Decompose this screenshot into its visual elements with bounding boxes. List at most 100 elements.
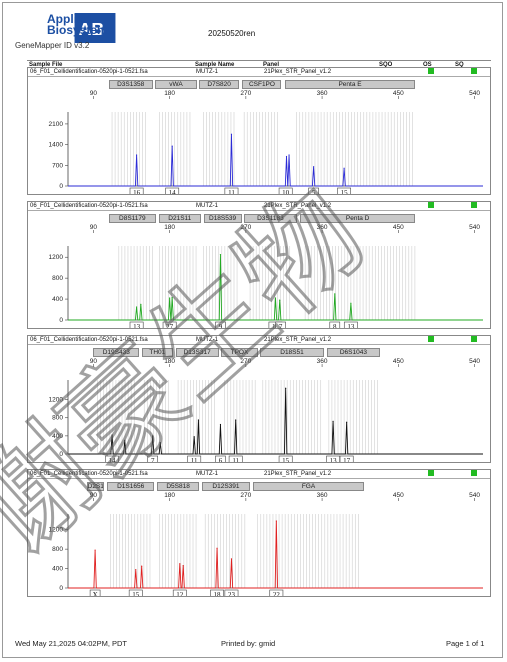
- electropherogram-panel: 06_F01_Cellidentification-0520pi-1-0521.…: [27, 335, 491, 463]
- electropherogram-chart: 9018027036045054004008001200131527289177…: [49, 224, 483, 328]
- x-tick-label: 180: [164, 492, 175, 499]
- electropherogram-panel: 06_F01_Cellidentification-0520pi-1-0521.…: [27, 201, 491, 329]
- peak-mark: [219, 423, 222, 426]
- y-tick-label: 800: [52, 546, 63, 553]
- allele-label-box: [224, 589, 239, 596]
- col-os: OS: [423, 62, 432, 68]
- marker-label: D3S1358: [108, 80, 153, 89]
- sample-row: 06_F01_Cellidentification-0520pi-1-0521.…: [28, 68, 490, 77]
- x-tick-label: 180: [164, 224, 175, 231]
- allele-label: 15: [341, 189, 349, 194]
- allele-label-box: [210, 589, 224, 596]
- allele-label-box: [128, 589, 143, 596]
- x-tick-label: 360: [317, 90, 328, 97]
- allele-label-box: [275, 321, 286, 328]
- allele-label: 13: [330, 457, 338, 462]
- peak-mark: [350, 302, 352, 304]
- peak-mark: [182, 565, 184, 567]
- sq-status-icon: [471, 202, 477, 208]
- y-tick-label: 0: [59, 317, 63, 324]
- peak-mark: [136, 154, 138, 156]
- allele-label-box: [165, 187, 180, 194]
- x-tick-label: 270: [240, 90, 251, 97]
- peak-mark: [334, 293, 336, 295]
- y-tick-label: 700: [52, 162, 63, 169]
- peak-mark: [343, 167, 345, 169]
- sample-name: MUTZ-1: [196, 337, 218, 343]
- y-tick-label: 1200: [49, 397, 64, 404]
- sample-file: 06_F01_Cellidentification-0520pi-1-0521.…: [30, 337, 148, 343]
- x-tick-label: 90: [90, 90, 98, 97]
- logo-wordmark: Applied Biosystems: [47, 13, 114, 36]
- y-tick-label: 2100: [49, 121, 64, 128]
- peak-mark: [159, 442, 161, 444]
- peak-mark: [216, 547, 218, 549]
- allele-label-box: [129, 187, 144, 194]
- marker-label: D7S820: [199, 80, 240, 89]
- col-sq: SQ: [455, 62, 464, 68]
- allele-label-box: [337, 187, 352, 194]
- allele-label-box: [187, 455, 202, 462]
- marker-label: TH01: [141, 348, 173, 357]
- x-tick-label: 450: [393, 358, 404, 365]
- print-date: Wed May 21,2025 04:02PM, PDT: [15, 639, 128, 648]
- peak-mark: [136, 306, 138, 308]
- x-tick-label: 540: [469, 358, 480, 365]
- electropherogram-chart: 9018027036045054007001400210016141110115…: [49, 90, 483, 194]
- x-tick-label: 360: [317, 492, 328, 499]
- allele-label: 15: [282, 457, 290, 462]
- marker-label: D19S433: [93, 348, 140, 357]
- os-status-icon: [428, 336, 434, 342]
- run-title: 20250520ren: [208, 29, 256, 38]
- marker-label: D2S1338: [86, 482, 105, 491]
- os-status-icon: [428, 202, 434, 208]
- applied-biosystems-logo-icon: AB: [74, 13, 116, 43]
- trace-line: [68, 388, 483, 455]
- allele-label: 5: [312, 189, 316, 194]
- allele-label-box: [269, 589, 284, 596]
- allele-label-box: [339, 455, 354, 462]
- electropherogram-chart: 90180270360450540040080012001417.279.311…: [49, 358, 483, 462]
- peak-mark: [94, 549, 96, 551]
- allele-label-box: [329, 321, 341, 328]
- report-page: AB Applied Biosystems GeneMapper ID v3.2…: [2, 2, 503, 658]
- peak-mark: [197, 419, 200, 421]
- y-tick-label: 1400: [49, 142, 64, 149]
- allele-label-box: [89, 589, 101, 596]
- electropherogram-chart: 9018027036045054004008001200X15171213182…: [49, 492, 483, 596]
- x-tick-label: 450: [393, 492, 404, 499]
- allele-label: 14: [169, 189, 177, 194]
- page-number: Page 1 of 1: [446, 639, 485, 648]
- x-tick-label: 360: [317, 358, 328, 365]
- y-tick-label: 0: [59, 451, 63, 458]
- peak-mark: [235, 419, 237, 421]
- allele-label: 14: [109, 457, 117, 462]
- x-tick-label: 360: [317, 224, 328, 231]
- allele-label: 12: [176, 591, 184, 596]
- allele-label: 6: [219, 457, 223, 462]
- marker-label: D5S818: [156, 482, 200, 491]
- peak-mark: [152, 435, 154, 437]
- allele-label-box: [215, 321, 226, 328]
- allele-label: 22: [273, 591, 281, 596]
- y-tick-label: 800: [52, 275, 63, 282]
- allele-label-box: [105, 455, 119, 462]
- allele-label: 11: [228, 189, 235, 194]
- allele-label-box: [343, 321, 358, 328]
- marker-label: D8S1179: [108, 214, 157, 223]
- allele-label: 7: [151, 457, 155, 462]
- electropherogram-panel: 06_F01_Cellidentification-0520pi-1-0521.…: [27, 67, 491, 195]
- marker-label: D1S1656: [106, 482, 155, 491]
- marker-label: D18S51: [260, 348, 324, 357]
- peak-mark: [169, 297, 171, 299]
- col-sample-name: Sample Name: [195, 62, 235, 68]
- y-tick-label: 1200: [49, 254, 64, 261]
- panel-name: 21Plex_STR_Panel_v1.2: [264, 471, 332, 477]
- peak-mark: [111, 434, 113, 436]
- printed-by: Printed by: gmid: [221, 639, 276, 648]
- x-tick-label: 450: [393, 224, 404, 231]
- sq-status-icon: [471, 68, 477, 74]
- trace-line: [68, 520, 483, 589]
- peak-mark: [274, 297, 277, 299]
- peak-mark: [135, 568, 137, 571]
